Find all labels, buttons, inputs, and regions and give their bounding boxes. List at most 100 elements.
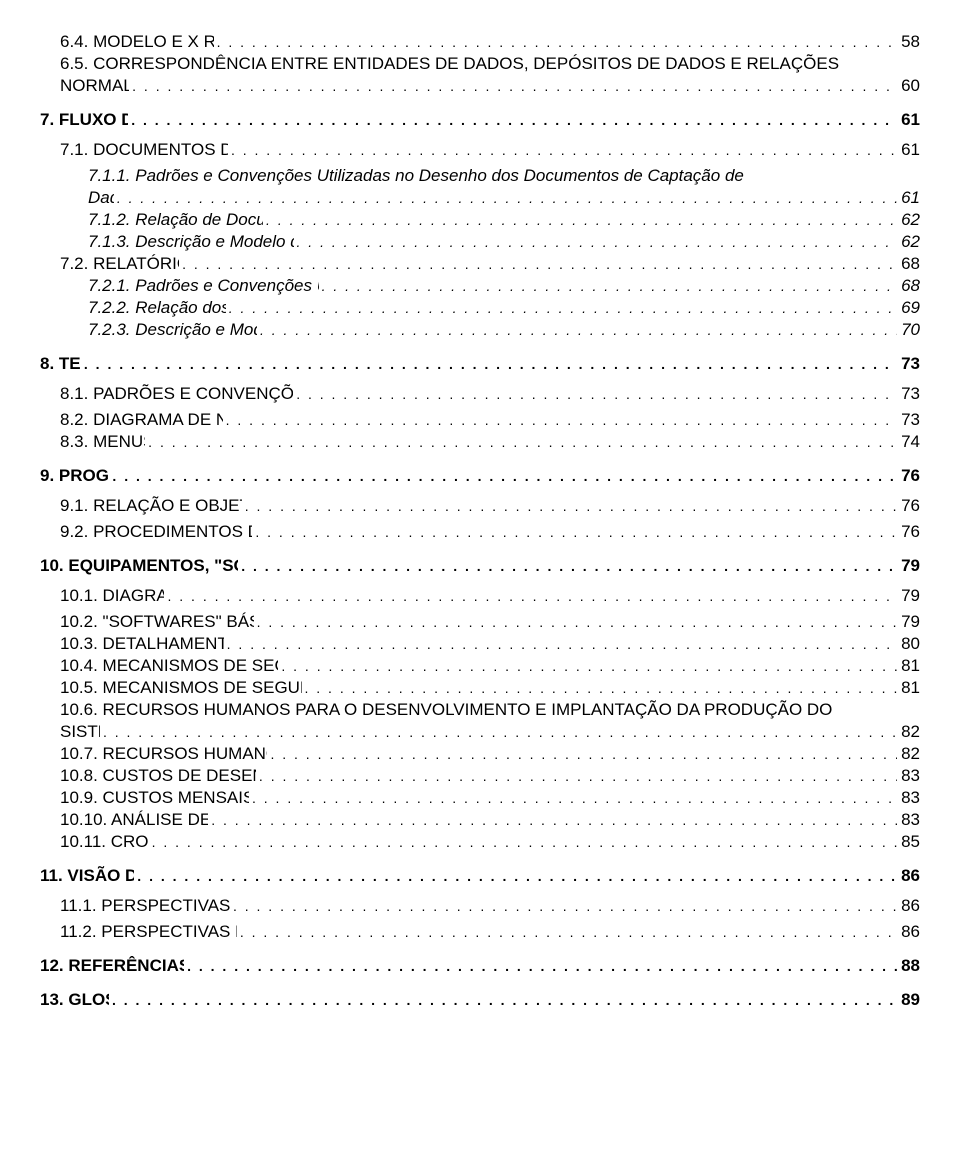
toc-entry: 11. VISÃO DE FUTURO. . . . . . . . . . .…: [40, 866, 920, 886]
toc-title: 10.11. CRONOGRAMA: [60, 832, 149, 852]
toc-leader: . . . . . . . . . . . . . . . . . . . . …: [293, 386, 897, 402]
toc-entry: 11.1. PERSPECTIVAS FUTURAS DE NEGÓCIOS. …: [60, 896, 920, 916]
toc-leader: . . . . . . . . . . . . . . . . . . . . …: [252, 524, 897, 540]
toc-leader: . . . . . . . . . . . . . . . . . . . . …: [228, 142, 897, 158]
toc-title: 7.2.3. Descrição e Modelo dos Relatórios…: [88, 320, 257, 340]
toc-leader: . . . . . . . . . . . . . . . . . . . . …: [254, 614, 898, 630]
toc-page: 58: [897, 32, 920, 52]
toc-title: 7.1. DOCUMENTOS DE CAPTAÇÃO DE DADOS: [60, 140, 228, 160]
toc-page: 76: [897, 496, 920, 516]
toc-page: 88: [897, 956, 920, 976]
toc-leader: . . . . . . . . . . . . . . . . . . . . …: [238, 558, 897, 574]
toc-page: 80: [897, 634, 920, 654]
toc-title: 10.7. RECURSOS HUMANOS PARA PRODUÇÃO DO …: [60, 744, 267, 764]
toc-entry: 10.5. MECANISMOS DE SEGURANÇA DE EQUIPAM…: [60, 678, 920, 698]
toc-entry: 7.1.1. Padrões e Convenções Utilizadas n…: [88, 166, 920, 186]
toc-page: 79: [897, 586, 920, 606]
toc-page: 79: [897, 612, 920, 632]
toc-leader: . . . . . . . . . . . . . . . . . . . . …: [256, 768, 897, 784]
toc-entry: 10.4. MECANISMOS DE SEGURANÇA E PRIVACID…: [60, 656, 920, 676]
toc-leader: . . . . . . . . . . . . . . . . . . . . …: [263, 212, 897, 228]
toc-entry: 10.2. "SOFTWARES" BÁSICOS E DE APOIO UTI…: [60, 612, 920, 632]
toc-entry: 8. TELAS. . . . . . . . . . . . . . . . …: [40, 354, 920, 374]
toc-page: 83: [897, 766, 920, 786]
toc-entry: 10.10. ANÁLISE DE PONTO DE FUNÇÃO. . . .…: [60, 810, 920, 830]
toc-page: 70: [897, 320, 920, 340]
toc-title: 10.2. "SOFTWARES" BÁSICOS E DE APOIO UTI…: [60, 612, 254, 632]
toc-title: 10.3. DETALHAMENTO DOS EQUIPAMENTOS: [60, 634, 224, 654]
toc-entry: 10.6. RECURSOS HUMANOS PARA O DESENVOLVI…: [60, 700, 920, 720]
toc-entry: 7.1.3. Descrição e Modelo dos Documentos…: [88, 232, 920, 252]
toc-entry: 7.1.2. Relação de Documentos de Captação…: [88, 210, 920, 230]
table-of-contents: 6.4. MODELO E X R DE IMPLEMENTAÇÃO. . . …: [40, 32, 920, 1010]
toc-leader: . . . . . . . . . . . . . . . . . . . . …: [224, 636, 897, 652]
toc-entry: 10.3. DETALHAMENTO DOS EQUIPAMENTOS. . .…: [60, 634, 920, 654]
toc-entry: 10.8. CUSTOS DE DESENVOLVIMENTO E IMPLAN…: [60, 766, 920, 786]
toc-title: 8.1. PADRÕES E CONVENÇÕES UTILIZADAS NO …: [60, 384, 293, 404]
toc-title: 7.2.1. Padrões e Convenções Utilizadas n…: [88, 276, 319, 296]
toc-leader: . . . . . . . . . . . . . . . . . . . . …: [242, 498, 897, 514]
toc-page: 61: [897, 188, 920, 208]
toc-title: 8.3. MENUS E TELAS: [60, 432, 145, 452]
toc-leader: . . . . . . . . . . . . . . . . . . . . …: [214, 34, 898, 50]
toc-page: 81: [897, 678, 920, 698]
toc-page: 61: [897, 110, 920, 130]
toc-entry: NORMALIZADAS. . . . . . . . . . . . . . …: [60, 76, 920, 96]
toc-leader: . . . . . . . . . . . . . . . . . . . . …: [294, 234, 898, 250]
toc-page: 86: [897, 866, 920, 886]
toc-entry: 9.1. RELAÇÃO E OBJETIVOS DE CADA PROGRAM…: [60, 496, 920, 516]
toc-title: 10. EQUIPAMENTOS, "SOFTWARE BÁSICO" E CU…: [40, 556, 238, 576]
toc-page: 61: [897, 140, 920, 160]
toc-page: 86: [897, 896, 920, 916]
toc-entry: Dados. . . . . . . . . . . . . . . . . .…: [88, 188, 920, 208]
toc-leader: . . . . . . . . . . . . . . . . . . . . …: [223, 412, 897, 428]
toc-title: 7.1.2. Relação de Documentos de Captação…: [88, 210, 263, 230]
toc-page: 81: [897, 656, 920, 676]
toc-title: Dados: [88, 188, 114, 208]
toc-entry: SISTEMA. . . . . . . . . . . . . . . . .…: [60, 722, 920, 742]
toc-page: 68: [897, 254, 920, 274]
toc-entry: 12. REFERÊNCIAS BIBLIOGRÁFICAS. . . . . …: [40, 956, 920, 976]
toc-entry: 13. GLOSSÁRIO. . . . . . . . . . . . . .…: [40, 990, 920, 1010]
toc-page: 73: [897, 354, 920, 374]
toc-leader: . . . . . . . . . . . . . . . . . . . . …: [149, 834, 898, 850]
toc-entry: 10. EQUIPAMENTOS, "SOFTWARE BÁSICO" E CU…: [40, 556, 920, 576]
toc-leader: . . . . . . . . . . . . . . . . . . . . …: [278, 658, 897, 674]
toc-title: 7.2. RELATÓRIOS IMPRESSOS: [60, 254, 179, 274]
toc-leader: . . . . . . . . . . . . . . . . . . . . …: [109, 468, 897, 484]
toc-page: 68: [897, 276, 920, 296]
toc-page: 85: [897, 832, 920, 852]
toc-page: 73: [897, 384, 920, 404]
toc-leader: . . . . . . . . . . . . . . . . . . . . …: [319, 278, 898, 294]
toc-entry: 9. PROGRAMAS. . . . . . . . . . . . . . …: [40, 466, 920, 486]
toc-title: 9.1. RELAÇÃO E OBJETIVOS DE CADA PROGRAM…: [60, 496, 242, 516]
toc-entry: 9.2. PROCEDIMENTOS DETALHADOS DE PROGRAM…: [60, 522, 920, 542]
toc-title: 11. VISÃO DE FUTURO: [40, 866, 134, 886]
toc-leader: . . . . . . . . . . . . . . . . . . . . …: [302, 680, 898, 696]
toc-leader: . . . . . . . . . . . . . . . . . . . . …: [114, 190, 897, 206]
toc-entry: 11.2. PERSPECTIVAS FUTURAS DE TECNOLOGIA…: [60, 922, 920, 942]
toc-page: 83: [897, 810, 920, 830]
toc-page: 62: [897, 210, 920, 230]
toc-entry: 7.2.3. Descrição e Modelo dos Relatórios…: [88, 320, 920, 340]
toc-entry: 7. FLUXO DE DADOS. . . . . . . . . . . .…: [40, 110, 920, 130]
toc-page: 73: [897, 410, 920, 430]
toc-title: 10.1. DIAGRAMA DE REDE: [60, 586, 164, 606]
toc-leader: . . . . . . . . . . . . . . . . . . . . …: [164, 588, 897, 604]
toc-page: 82: [897, 722, 920, 742]
toc-entry: 8.3. MENUS E TELAS. . . . . . . . . . . …: [60, 432, 920, 452]
toc-page: 76: [897, 466, 920, 486]
toc-title: 9.2. PROCEDIMENTOS DETALHADOS DE PROGRAM…: [60, 522, 252, 542]
toc-page: 62: [897, 232, 920, 252]
toc-title: 6.4. MODELO E X R DE IMPLEMENTAÇÃO: [60, 32, 214, 52]
toc-entry: 10.7. RECURSOS HUMANOS PARA PRODUÇÃO DO …: [60, 744, 920, 764]
toc-leader: . . . . . . . . . . . . . . . . . . . . …: [179, 256, 897, 272]
toc-leader: . . . . . . . . . . . . . . . . . . . . …: [237, 924, 897, 940]
toc-entry: 10.9. CUSTOS MENSAIS DE PRODUÇÃO DO SIST…: [60, 788, 920, 808]
toc-leader: . . . . . . . . . . . . . . . . . . . . …: [267, 746, 897, 762]
toc-page: 69: [897, 298, 920, 318]
toc-entry: 7.2.2. Relação dos Relatórios Impressos.…: [88, 298, 920, 318]
toc-leader: . . . . . . . . . . . . . . . . . . . . …: [109, 992, 897, 1008]
toc-page: 86: [897, 922, 920, 942]
toc-entry: 7.1. DOCUMENTOS DE CAPTAÇÃO DE DADOS. . …: [60, 140, 920, 160]
